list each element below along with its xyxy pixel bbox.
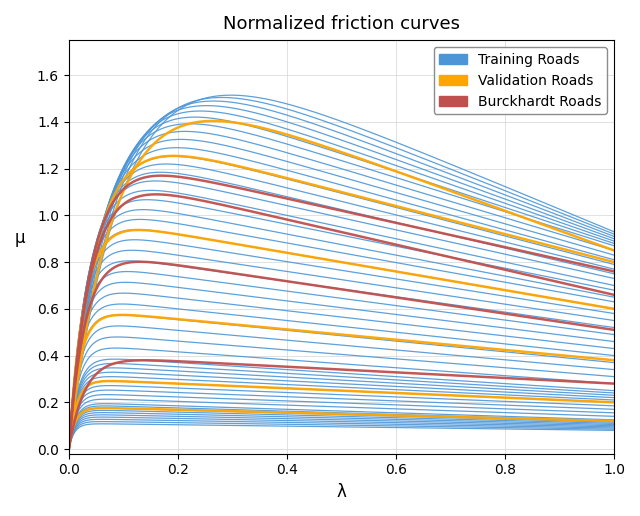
Burckhardt Roads — [610, 268, 618, 275]
Burckhardt Roads — [325, 205, 333, 211]
Validation Roads — [610, 247, 618, 253]
Validation Roads — [325, 144, 333, 151]
Training Roads — [598, 223, 606, 230]
Burckhardt Roads — [598, 266, 606, 272]
Validation Roads — [361, 157, 369, 164]
Burckhardt Roads — [328, 205, 336, 212]
Training Roads — [390, 138, 398, 144]
Training Roads — [227, 92, 234, 98]
Legend: Training Roads, Validation Roads, Burckhardt Roads: Training Roads, Validation Roads, Burckh… — [434, 47, 607, 114]
Training Roads — [610, 229, 618, 235]
Validation Roads — [65, 446, 72, 452]
Line: Training Roads: Training Roads — [68, 95, 614, 449]
Validation Roads — [598, 243, 606, 249]
Y-axis label: μ: μ — [15, 229, 26, 247]
Validation Roads — [209, 118, 217, 124]
Validation Roads — [513, 212, 520, 218]
Training Roads — [513, 188, 520, 195]
Training Roads — [325, 114, 333, 120]
Burckhardt Roads — [513, 247, 520, 253]
X-axis label: λ: λ — [337, 483, 346, 501]
Burckhardt Roads — [65, 446, 72, 452]
Title: Normalized friction curves: Normalized friction curves — [223, 15, 460, 33]
Validation Roads — [328, 146, 336, 152]
Burckhardt Roads — [390, 219, 398, 225]
Line: Burckhardt Roads: Burckhardt Roads — [68, 175, 614, 449]
Training Roads — [361, 127, 369, 133]
Training Roads — [65, 446, 72, 452]
Validation Roads — [390, 168, 398, 174]
Burckhardt Roads — [158, 172, 166, 179]
Burckhardt Roads — [361, 213, 369, 219]
Training Roads — [328, 115, 336, 121]
Line: Validation Roads: Validation Roads — [68, 121, 614, 449]
